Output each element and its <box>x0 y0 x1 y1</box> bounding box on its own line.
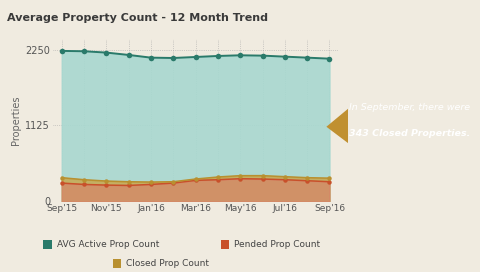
Y-axis label: Properties: Properties <box>11 96 21 145</box>
Text: In September, there were: In September, there were <box>348 103 470 112</box>
Text: Pended Prop Count: Pended Prop Count <box>234 240 320 249</box>
Text: AVG Active Prop Count: AVG Active Prop Count <box>57 240 159 249</box>
Text: 343 Closed Properties.: 343 Closed Properties. <box>348 129 470 138</box>
Text: Closed Prop Count: Closed Prop Count <box>126 259 209 268</box>
Text: Average Property Count - 12 Month Trend: Average Property Count - 12 Month Trend <box>7 13 268 23</box>
